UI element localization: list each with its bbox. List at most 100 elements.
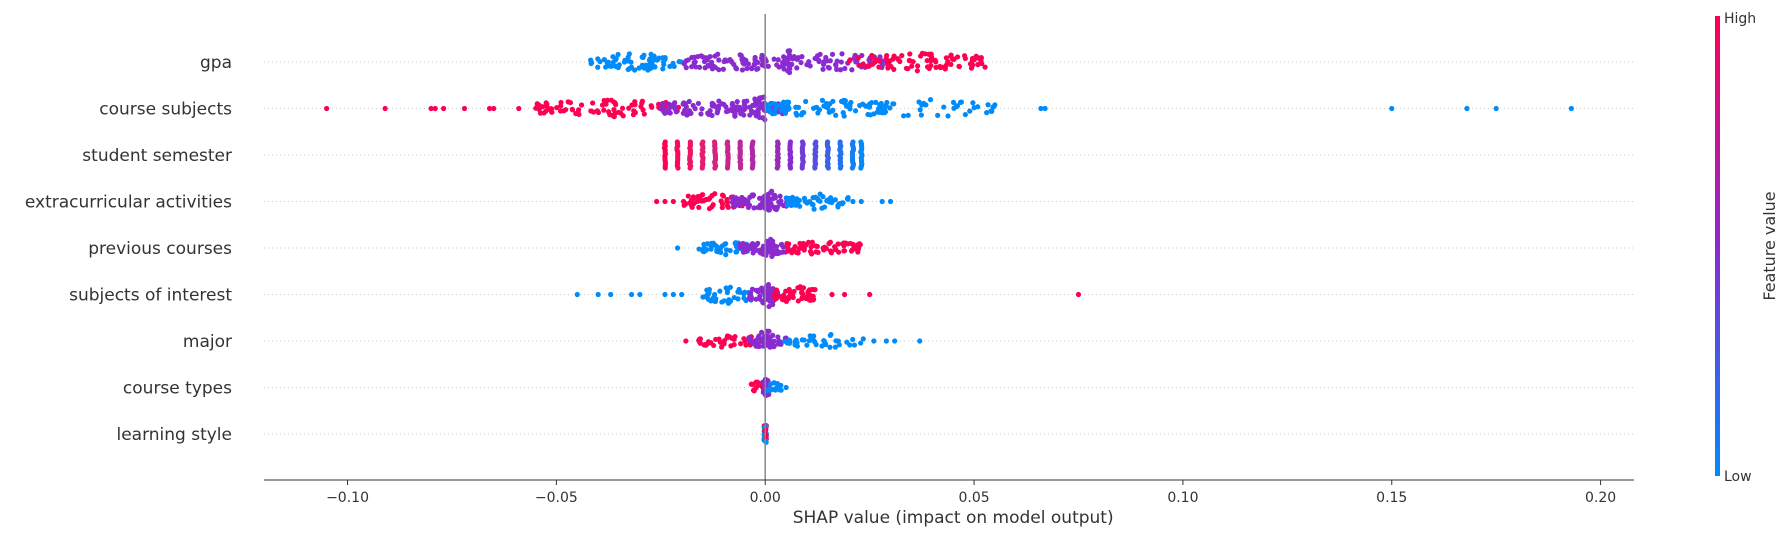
shap-dot xyxy=(588,108,594,114)
shap-dot xyxy=(540,104,546,110)
feature-label: major xyxy=(183,332,232,352)
shap-dot xyxy=(760,115,766,121)
shap-dot xyxy=(787,165,794,171)
shap-dot xyxy=(681,61,687,67)
shap-dot xyxy=(670,60,676,66)
shap-dot xyxy=(782,106,788,112)
shap-dot xyxy=(680,110,686,116)
shap-dot xyxy=(783,195,789,201)
x-tick-label: 0.00 xyxy=(750,490,781,506)
shap-dot xyxy=(630,112,637,118)
shap-dot xyxy=(807,333,813,339)
shap-dot-outlier xyxy=(683,338,689,344)
shap-dot-outlier xyxy=(441,105,447,112)
x-tick-label: 0.20 xyxy=(1585,490,1616,506)
shap-dot xyxy=(927,97,934,103)
colorbar-low-label: Low xyxy=(1724,469,1752,485)
shap-dot xyxy=(752,339,758,345)
colorbar: High Low Feature value xyxy=(1715,11,1779,485)
shap-dot xyxy=(840,110,846,116)
shap-dot xyxy=(752,61,758,67)
shap-dot xyxy=(792,243,798,250)
shap-dot xyxy=(769,286,776,292)
shap-dot xyxy=(666,101,672,107)
shap-dot xyxy=(757,104,763,111)
feature-label: previous courses xyxy=(88,239,232,259)
shap-dot xyxy=(756,333,762,339)
shap-dot xyxy=(688,110,694,116)
shap-dot xyxy=(698,111,704,117)
shap-dot xyxy=(712,298,719,304)
shap-dot xyxy=(838,59,844,65)
shap-dot xyxy=(847,240,854,247)
shap-dot xyxy=(845,194,851,201)
shap-dot-outlier xyxy=(883,338,889,344)
shap-dot xyxy=(737,196,743,203)
shap-dot xyxy=(763,294,769,301)
shap-dot xyxy=(719,192,726,198)
shap-dot xyxy=(816,58,822,65)
shap-dot xyxy=(737,104,743,111)
shap-dot xyxy=(778,387,784,393)
feature-label: gpa xyxy=(200,53,232,73)
shap-dot xyxy=(858,165,864,171)
shap-dot xyxy=(534,101,540,107)
shap-dot xyxy=(753,296,759,302)
shap-dot-outlier xyxy=(1042,105,1048,112)
shap-dot xyxy=(932,57,938,63)
shap-dot xyxy=(954,104,960,110)
shap-dot xyxy=(755,66,761,72)
shap-dot xyxy=(891,53,897,59)
shap-dot xyxy=(613,102,619,108)
shap-dot-outlier xyxy=(516,105,522,112)
shap-dot xyxy=(763,205,769,211)
shap-dot-outlier xyxy=(461,105,468,112)
shap-dot xyxy=(951,56,957,62)
shap-dot-outlier xyxy=(783,384,789,391)
shap-dot xyxy=(717,339,723,345)
shap-dot xyxy=(708,298,714,304)
shap-dot xyxy=(766,198,773,205)
shap-dot xyxy=(610,59,616,66)
shap-dot xyxy=(746,337,752,343)
feature-label: course types xyxy=(123,379,232,399)
shap-dot xyxy=(775,334,781,340)
shap-dot xyxy=(905,66,911,72)
shap-dot xyxy=(590,100,596,106)
shap-dot xyxy=(798,59,804,66)
shap-dot xyxy=(723,108,730,115)
shap-dot xyxy=(671,100,677,107)
shap-dot xyxy=(656,55,662,61)
shap-dot xyxy=(757,296,763,302)
shap-dot xyxy=(709,242,716,248)
shap-dot xyxy=(821,204,828,210)
shap-dot xyxy=(970,62,976,68)
shap-dot xyxy=(746,202,753,208)
shap-dot xyxy=(807,248,814,255)
shap-dot xyxy=(772,195,778,201)
shap-dot xyxy=(750,381,756,387)
shap-dot xyxy=(777,193,783,199)
shap-dot-outlier xyxy=(486,105,493,112)
shap-dot xyxy=(595,56,601,62)
shap-dot xyxy=(785,248,791,254)
shap-dot xyxy=(982,64,988,70)
shap-dot xyxy=(716,57,722,63)
shap-dot xyxy=(795,104,802,111)
shap-dot-outlier xyxy=(867,291,873,298)
feature-label: learning style xyxy=(116,425,232,445)
shap-dot xyxy=(752,246,759,253)
shap-dot xyxy=(855,55,862,61)
shap-dot-outlier xyxy=(858,198,864,205)
shap-dot xyxy=(989,108,995,114)
shap-dot xyxy=(850,336,856,343)
shap-dot xyxy=(869,61,876,67)
shap-dot xyxy=(884,61,890,67)
shap-dot xyxy=(827,239,834,245)
shap-dot xyxy=(772,206,778,212)
shap-dot xyxy=(775,57,781,63)
shap-dot xyxy=(754,379,760,385)
shap-dot xyxy=(829,51,836,57)
shap-dot xyxy=(751,205,757,211)
shap-dot xyxy=(777,198,784,204)
